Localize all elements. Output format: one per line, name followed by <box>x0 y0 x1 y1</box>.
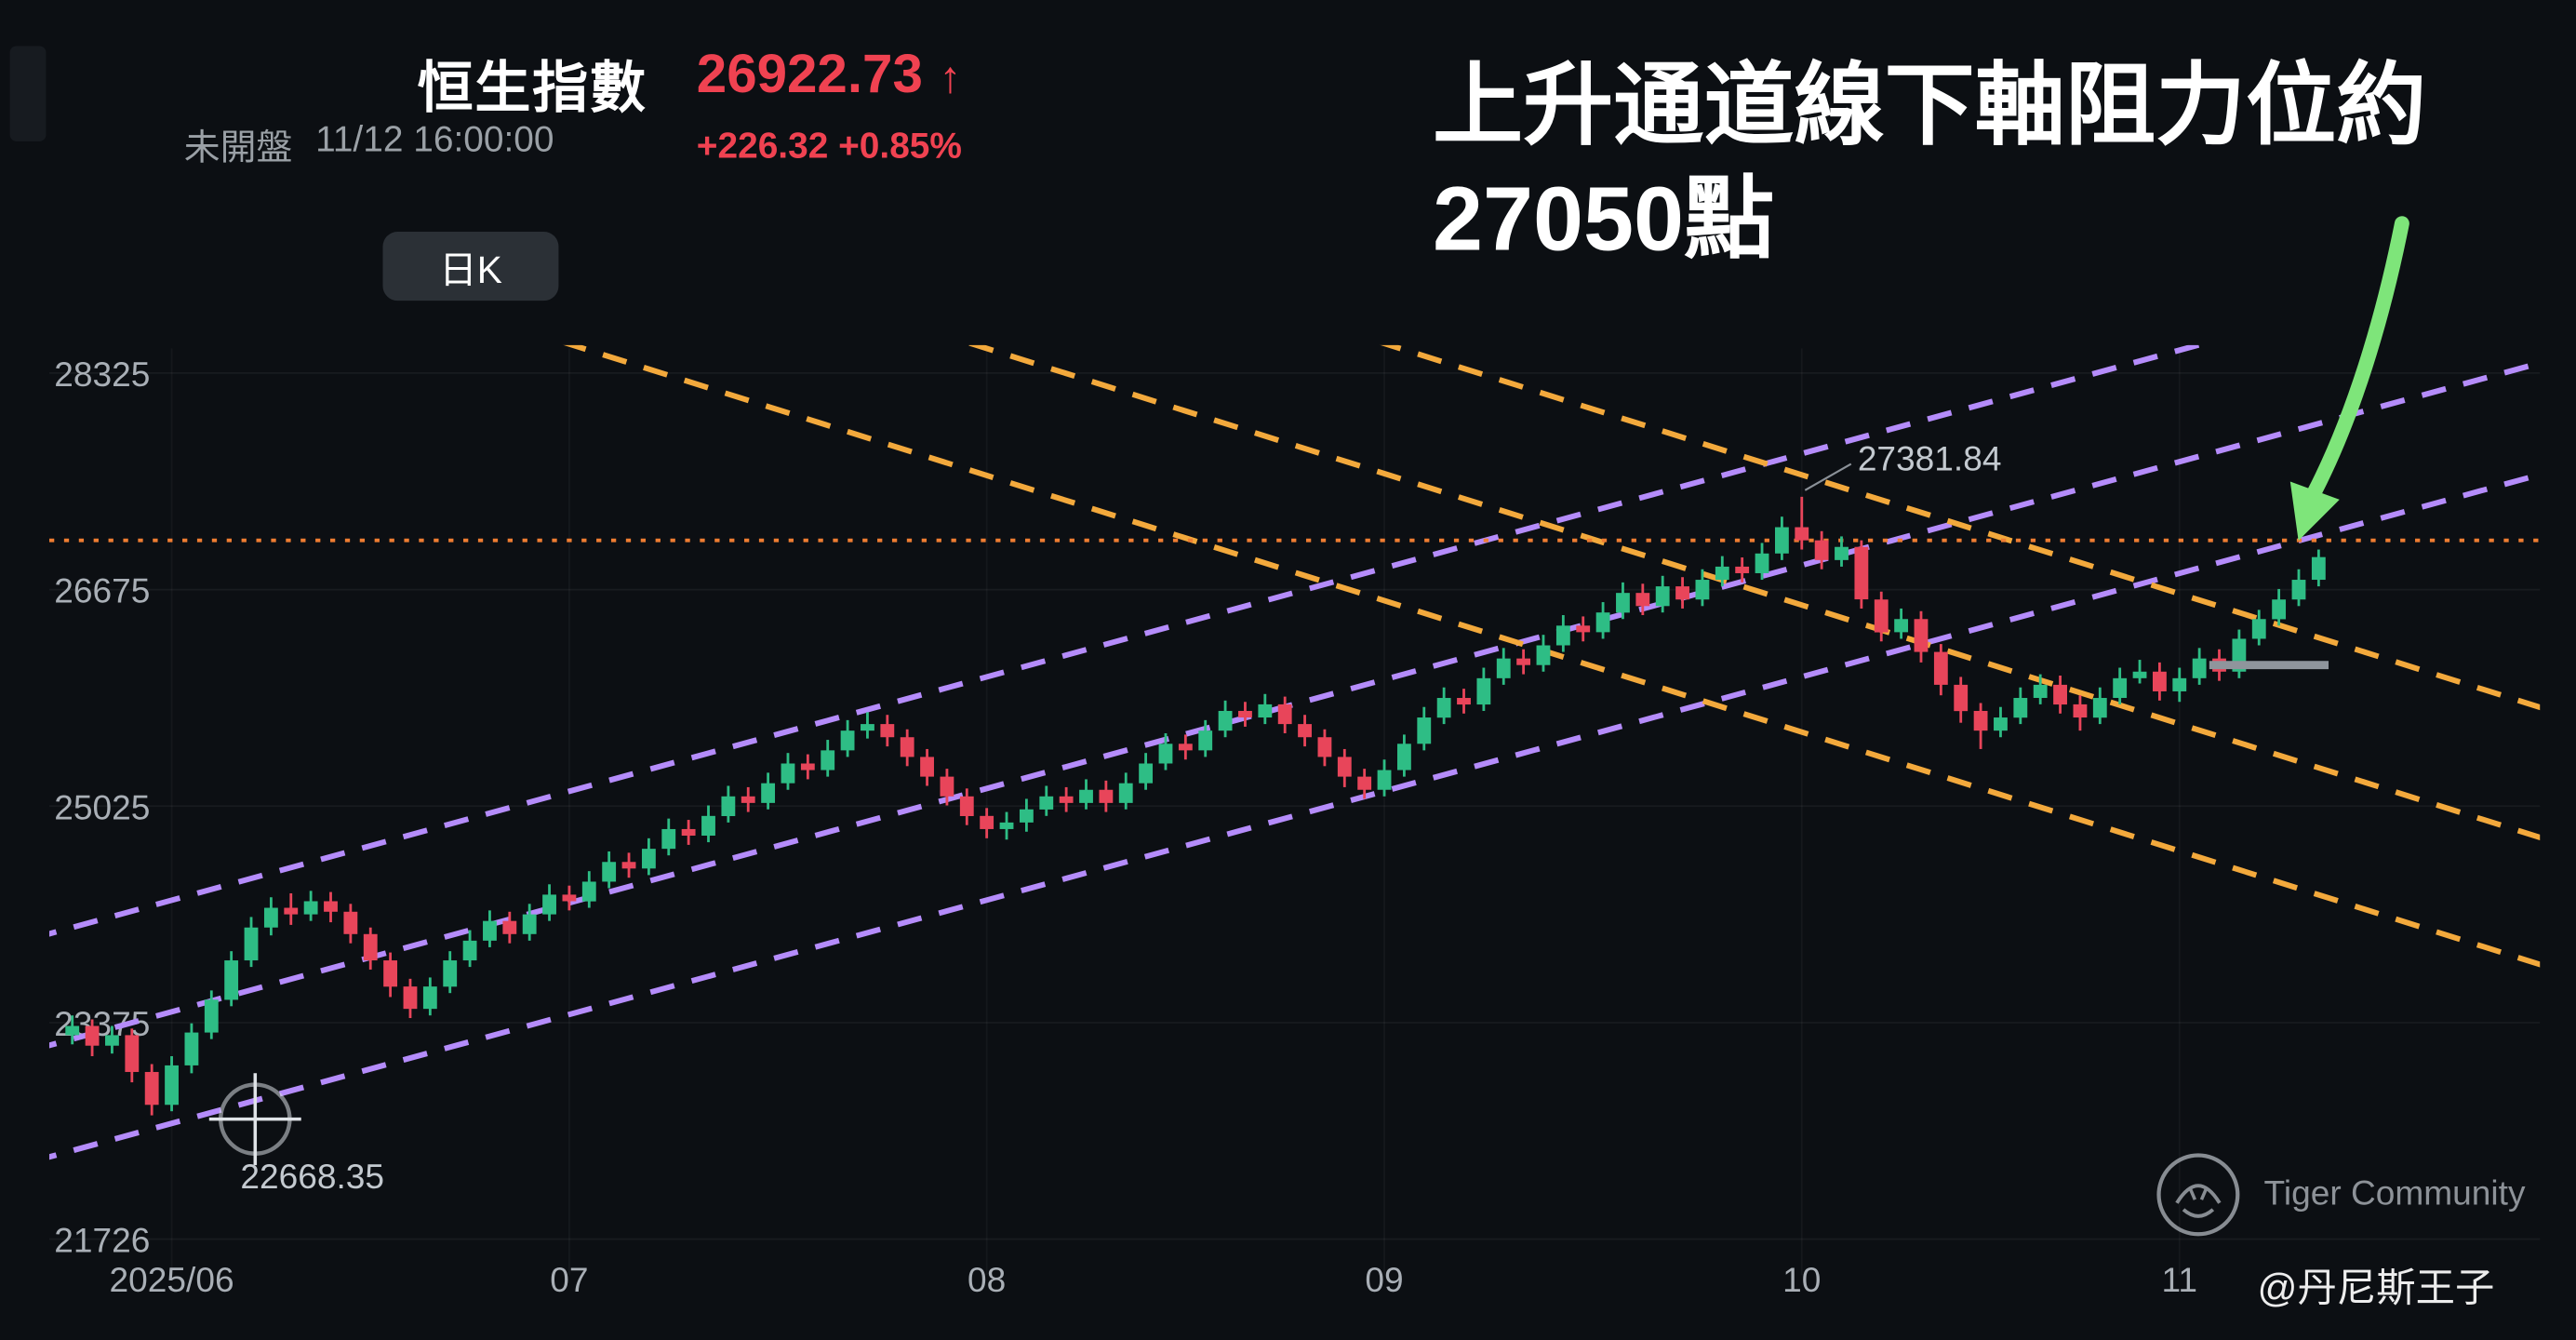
corner-artifact <box>9 46 47 141</box>
stock-title: 恒生指數 <box>417 57 647 120</box>
low-price-label: 22668.35 <box>240 1157 384 1196</box>
watermark: Tiger Community <box>2152 1148 2526 1240</box>
svg-text:26675: 26675 <box>54 571 150 610</box>
market-status: 未開盤 <box>183 126 293 168</box>
svg-text:07: 07 <box>550 1260 588 1299</box>
price-row: 26922.73 ↑ <box>697 43 962 105</box>
price-change: +226.32 +0.85% <box>696 125 962 167</box>
trend-lines <box>48 344 2541 1160</box>
candles <box>65 496 2326 1116</box>
grid-lines <box>48 348 2541 1276</box>
analysis-annotation: 上升通道線下軸阻力位約 27050點 <box>1433 49 2426 276</box>
tiger-community-logo-icon <box>2156 1153 2240 1237</box>
svg-text:10: 10 <box>1782 1260 1821 1299</box>
quote-timestamp: 11/12 16:00:00 <box>315 118 554 160</box>
svg-text:25025: 25025 <box>54 787 150 826</box>
svg-text:2025/06: 2025/06 <box>110 1260 234 1299</box>
period-tab-daily-k[interactable]: 日K <box>382 232 559 302</box>
svg-text:21726: 21726 <box>54 1221 150 1260</box>
watermark-label: Tiger Community <box>2263 1174 2526 1213</box>
svg-text:11: 11 <box>2162 1260 2198 1299</box>
author-handle: @丹尼斯王子 <box>2257 1266 2495 1312</box>
svg-text:09: 09 <box>1365 1260 1403 1299</box>
last-price: 26922.73 <box>696 42 923 104</box>
crosshair-marker <box>208 1073 301 1166</box>
price-annotations: 27381.84 22668.35 <box>208 439 2002 1196</box>
high-price-label: 27381.84 <box>1858 439 2002 478</box>
annotation-line2: 27050點 <box>1432 168 1775 270</box>
price-up-arrow-icon: ↑ <box>939 52 962 102</box>
svg-text:28325: 28325 <box>54 355 150 394</box>
market-status-row: 未開盤 11/12 16:00:00 <box>184 118 554 171</box>
svg-text:08: 08 <box>968 1260 1006 1299</box>
annotation-line1: 上升通道線下軸阻力位約 <box>1432 54 2427 156</box>
